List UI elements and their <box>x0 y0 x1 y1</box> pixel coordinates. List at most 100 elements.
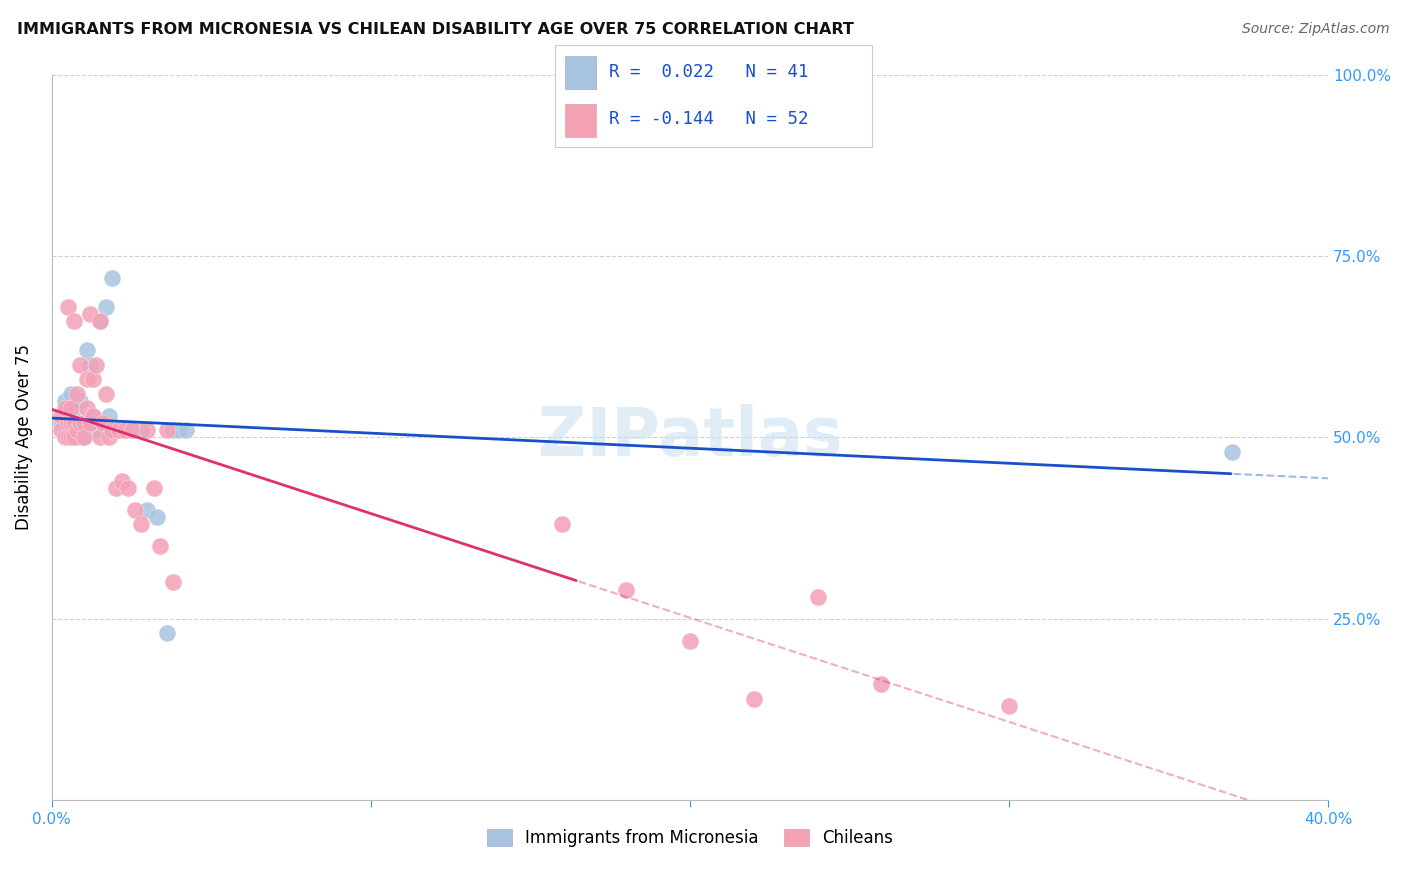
Text: IMMIGRANTS FROM MICRONESIA VS CHILEAN DISABILITY AGE OVER 75 CORRELATION CHART: IMMIGRANTS FROM MICRONESIA VS CHILEAN DI… <box>17 22 853 37</box>
Point <box>76 401 98 416</box>
Point <box>69 416 91 430</box>
Point <box>66 430 89 444</box>
Point <box>59 401 82 416</box>
Point <box>111 423 134 437</box>
Point <box>614 582 637 597</box>
Legend: Immigrants from Micronesia, Chileans: Immigrants from Micronesia, Chileans <box>481 822 900 854</box>
Point <box>66 423 89 437</box>
Point <box>142 481 165 495</box>
Point <box>51 409 73 423</box>
Point <box>56 300 79 314</box>
Point <box>66 409 89 423</box>
Point <box>63 416 86 430</box>
Point <box>156 423 179 437</box>
Point <box>79 358 101 372</box>
Point <box>149 539 172 553</box>
Point <box>124 423 146 437</box>
Point <box>53 409 76 423</box>
Point <box>98 409 121 423</box>
Point <box>117 481 139 495</box>
Point <box>114 423 136 437</box>
Point <box>82 409 104 423</box>
Point <box>63 314 86 328</box>
Point <box>73 416 96 430</box>
Point <box>101 270 124 285</box>
Point <box>56 401 79 416</box>
Point <box>63 423 86 437</box>
Point <box>89 314 111 328</box>
Point <box>53 430 76 444</box>
Point <box>79 307 101 321</box>
Point <box>124 503 146 517</box>
Point <box>59 416 82 430</box>
Point <box>86 423 108 437</box>
Bar <box>565 56 596 88</box>
Point <box>86 358 108 372</box>
Point <box>162 575 184 590</box>
Point <box>76 423 98 437</box>
Point <box>98 430 121 444</box>
Point <box>73 416 96 430</box>
Point <box>94 386 117 401</box>
Point <box>91 416 114 430</box>
Point <box>174 423 197 437</box>
Point <box>162 423 184 437</box>
Point <box>51 416 73 430</box>
Text: ZIPatlas: ZIPatlas <box>537 404 842 470</box>
Point <box>806 590 828 604</box>
Point <box>69 423 91 437</box>
Point <box>104 481 127 495</box>
Point <box>69 394 91 409</box>
Text: R = -0.144   N = 52: R = -0.144 N = 52 <box>609 111 808 128</box>
Point <box>63 430 86 444</box>
Point <box>56 416 79 430</box>
Point <box>73 430 96 444</box>
Point <box>73 430 96 444</box>
Text: Source: ZipAtlas.com: Source: ZipAtlas.com <box>1241 22 1389 37</box>
Point <box>121 423 143 437</box>
Point <box>63 401 86 416</box>
Point <box>56 430 79 444</box>
Point <box>51 423 73 437</box>
Point <box>107 423 129 437</box>
Point <box>56 416 79 430</box>
Point <box>69 358 91 372</box>
Point <box>56 430 79 444</box>
Point <box>53 401 76 416</box>
Point <box>136 423 159 437</box>
Point <box>679 633 702 648</box>
Point <box>89 314 111 328</box>
Bar <box>565 104 596 137</box>
Point <box>121 423 143 437</box>
Point <box>129 423 152 437</box>
Point <box>129 517 152 532</box>
Point <box>169 423 191 437</box>
Text: R =  0.022   N = 41: R = 0.022 N = 41 <box>609 63 808 81</box>
Point <box>101 423 124 437</box>
Point <box>59 386 82 401</box>
Point <box>998 698 1021 713</box>
Point <box>742 691 765 706</box>
Point <box>59 416 82 430</box>
Point <box>53 394 76 409</box>
Point <box>146 510 169 524</box>
Point <box>156 626 179 640</box>
Point <box>551 517 574 532</box>
Point <box>59 430 82 444</box>
Point <box>82 409 104 423</box>
Point <box>1222 445 1244 459</box>
Point <box>870 677 893 691</box>
Point <box>66 386 89 401</box>
Point <box>76 343 98 358</box>
Point <box>111 474 134 488</box>
Point <box>94 300 117 314</box>
Y-axis label: Disability Age Over 75: Disability Age Over 75 <box>15 344 32 531</box>
Point <box>89 430 111 444</box>
Point <box>59 430 82 444</box>
Point <box>79 416 101 430</box>
Point <box>91 416 114 430</box>
Point <box>76 372 98 386</box>
Point <box>82 372 104 386</box>
Point <box>79 423 101 437</box>
Point <box>114 423 136 437</box>
